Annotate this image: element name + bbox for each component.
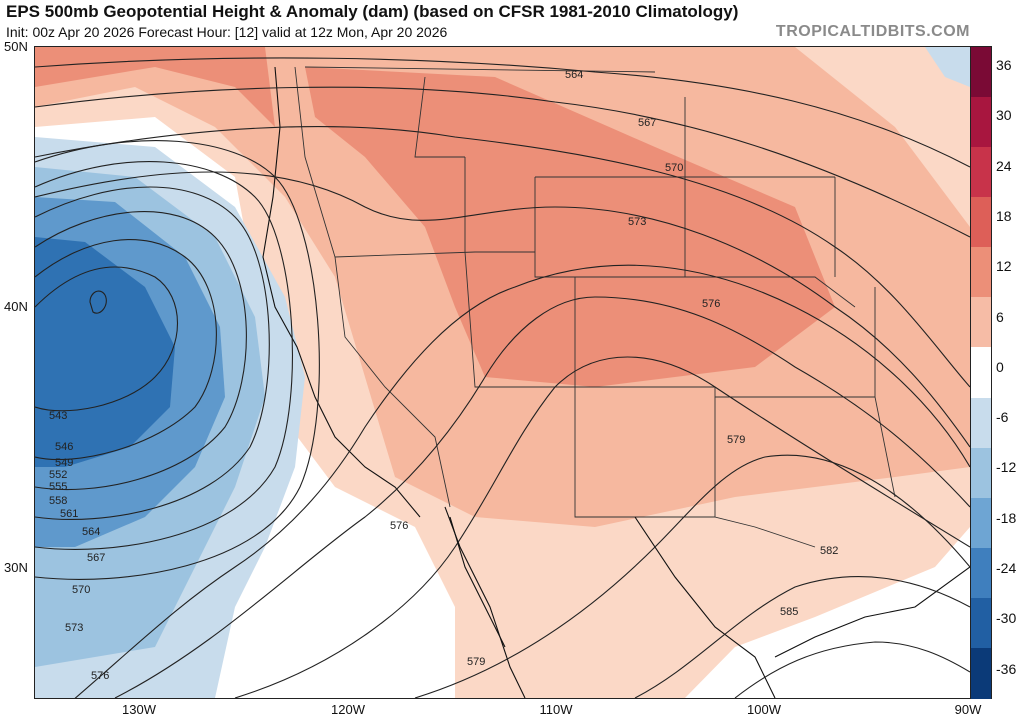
coastlines <box>262 66 970 698</box>
forecast-info: Init: 00z Apr 20 2026 Forecast Hour: [12… <box>6 24 448 40</box>
colorbar-label: -18 <box>996 509 1017 526</box>
contour-label: 582 <box>820 545 838 557</box>
colorbar-label: 18 <box>996 207 1012 224</box>
colorbar <box>970 46 992 699</box>
colorbar-segment <box>971 597 991 649</box>
contour-label: 543 <box>49 410 67 422</box>
lon-label-130w: 130W <box>122 702 156 717</box>
contour-label: 558 <box>49 495 67 507</box>
negative-anomaly-faint-ne <box>925 47 970 87</box>
contour-label: 576 <box>390 520 408 532</box>
colorbar-label: 36 <box>996 57 1012 73</box>
lon-label-90w: 90W <box>954 702 982 717</box>
colorbar-label: 6 <box>996 308 1004 325</box>
contour-label: 567 <box>638 117 656 129</box>
lat-label-40n: 40N <box>4 299 28 314</box>
height-contours <box>35 57 970 698</box>
colorbar-segment <box>971 647 991 699</box>
contour-label: 564 <box>565 69 583 81</box>
colorbar-segment <box>971 47 991 98</box>
positive-anomaly-strong-center <box>305 67 835 387</box>
contour-label: 570 <box>665 162 683 174</box>
colorbar-label: 0 <box>996 358 1004 375</box>
colorbar-label: -30 <box>996 610 1017 627</box>
map-canvas: 543 546 549 552 555 558 561 564 567 570 … <box>35 47 970 698</box>
anomaly-map: 543 546 549 552 555 558 561 564 567 570 … <box>34 46 971 699</box>
lon-label-100w: 100W <box>747 702 781 717</box>
contour-label: 552 <box>49 469 67 481</box>
colorbar-label: 24 <box>996 157 1012 174</box>
colorbar-segment <box>971 297 991 349</box>
colorbar-segment <box>971 347 991 399</box>
contour-label: 576 <box>702 298 720 310</box>
colorbar-label: -6 <box>996 409 1009 426</box>
positive-anomaly-strong-nw <box>35 47 275 127</box>
colorbar-label: -24 <box>996 560 1017 576</box>
colorbar-segment <box>971 97 991 149</box>
contour-label: 561 <box>60 508 78 520</box>
contour-label: 579 <box>727 434 745 446</box>
contour-label: 576 <box>91 670 109 682</box>
colorbar-segment <box>971 247 991 299</box>
contour-label: 585 <box>780 606 798 618</box>
colorbar-label: -12 <box>996 459 1017 476</box>
colorbar-segment <box>971 497 991 549</box>
colorbar-segment <box>971 147 991 199</box>
negative-anomaly-strong <box>35 237 175 467</box>
contour-label: 570 <box>72 584 90 596</box>
colorbar-segment <box>971 447 991 499</box>
colorbar-segment <box>971 547 991 599</box>
map-title: EPS 500mb Geopotential Height & Anomaly … <box>6 2 739 21</box>
lat-label-50n: 50N <box>4 39 28 54</box>
colorbar-segment <box>971 397 991 449</box>
contour-label: 573 <box>628 216 646 228</box>
colorbar-label: -36 <box>996 660 1017 677</box>
colorbar-segment <box>971 197 991 249</box>
contour-label-group: 543 546 549 552 555 558 561 564 567 570 … <box>49 69 838 682</box>
state-borders <box>294 66 896 548</box>
contour-label: 555 <box>49 481 67 493</box>
lon-label-110w: 110W <box>539 702 573 717</box>
contour-label: 549 <box>55 457 73 469</box>
colorbar-label: 30 <box>996 107 1012 124</box>
contour-label: 579 <box>467 656 485 668</box>
brand-watermark: TROPICALTIDBITS.COM <box>775 23 970 40</box>
contour-label: 573 <box>65 622 83 634</box>
contour-label: 564 <box>82 526 100 538</box>
lat-label-30n: 30N <box>4 560 28 575</box>
lon-label-120w: 120W <box>331 702 365 717</box>
contour-label: 546 <box>55 441 73 453</box>
contour-label: 567 <box>87 552 105 564</box>
colorbar-label: 12 <box>996 258 1012 275</box>
